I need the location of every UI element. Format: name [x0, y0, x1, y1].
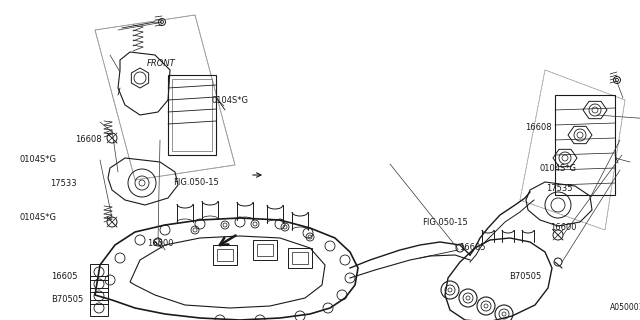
Text: 16608: 16608: [76, 135, 102, 144]
Text: A050001489: A050001489: [610, 303, 640, 313]
Text: 16608: 16608: [525, 124, 552, 132]
Text: FIG.050-15: FIG.050-15: [173, 178, 218, 187]
Text: 16600: 16600: [147, 239, 173, 248]
Bar: [168, 75, 216, 155]
Bar: [90, 264, 108, 280]
Text: 16605: 16605: [460, 244, 486, 252]
Bar: [172, 79, 212, 151]
Bar: [555, 95, 615, 195]
Bar: [90, 300, 108, 316]
Text: 16605: 16605: [51, 272, 77, 281]
Bar: [292, 252, 308, 264]
Text: FIG.050-15: FIG.050-15: [422, 218, 468, 227]
Text: 0104S*G: 0104S*G: [211, 96, 248, 105]
Bar: [90, 276, 108, 292]
Bar: [90, 288, 108, 304]
Bar: [217, 249, 233, 261]
Bar: [253, 240, 277, 260]
Bar: [257, 244, 273, 256]
Text: FRONT: FRONT: [147, 60, 176, 68]
Text: 16600: 16600: [550, 223, 577, 232]
Text: 0104S*G: 0104S*G: [540, 164, 577, 173]
Text: 17535: 17535: [546, 184, 572, 193]
Text: 0104S*G: 0104S*G: [19, 213, 56, 222]
Text: B70505: B70505: [509, 272, 541, 281]
Bar: [213, 245, 237, 265]
Text: 0104S*G: 0104S*G: [19, 156, 56, 164]
Text: 17533: 17533: [50, 180, 77, 188]
Text: B70505: B70505: [51, 295, 83, 304]
Bar: [288, 248, 312, 268]
